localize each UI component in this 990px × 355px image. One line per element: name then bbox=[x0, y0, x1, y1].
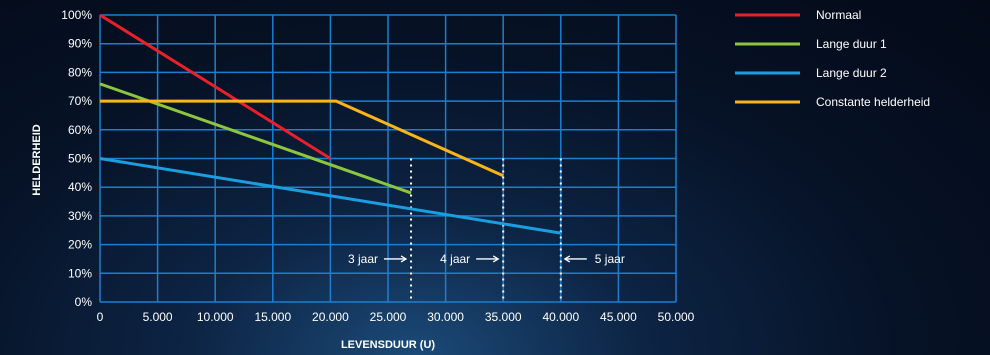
y-tick-label: 80% bbox=[68, 65, 92, 79]
x-tick-label: 20.000 bbox=[312, 310, 349, 324]
x-tick-label: 30.000 bbox=[427, 310, 464, 324]
annotation-label: 3 jaar bbox=[348, 252, 378, 266]
y-tick-label: 100% bbox=[61, 8, 92, 22]
annotation-1: 4 jaar bbox=[440, 252, 500, 266]
x-tick-labels: 0 5.000 10.000 15.000 20.000 25.000 30.000 35.0… bbox=[97, 310, 695, 324]
y-tick-label: 40% bbox=[68, 180, 92, 194]
x-tick-label: 15.000 bbox=[254, 310, 291, 324]
x-tick-label: 5.000 bbox=[143, 310, 173, 324]
y-axis-title: HELDERHEID bbox=[31, 124, 43, 196]
grid bbox=[99, 14, 677, 303]
legend-label: Lange duur 2 bbox=[816, 66, 887, 80]
legend-item: Lange duur 2 bbox=[735, 66, 887, 80]
arrow-right-head-icon bbox=[400, 255, 408, 263]
y-tick-label: 50% bbox=[68, 152, 92, 166]
legend-label: Constante helderheid bbox=[816, 95, 930, 109]
legend-item: Constante helderheid bbox=[735, 95, 930, 109]
legend-item: Normaal bbox=[735, 8, 861, 22]
x-tick-label: 45.000 bbox=[600, 310, 637, 324]
x-tick-label: 0 bbox=[97, 310, 104, 324]
x-tick-label: 35.000 bbox=[485, 310, 522, 324]
x-axis-title: LEVENSDUUR (U) bbox=[341, 339, 435, 351]
annotation-2: 5 jaar bbox=[563, 252, 625, 266]
annotation-0: 3 jaar bbox=[348, 252, 408, 266]
series-line-2 bbox=[99, 157, 562, 235]
series-line-0 bbox=[99, 13, 332, 160]
legend-label: Lange duur 1 bbox=[816, 37, 887, 51]
series-line-3 bbox=[100, 99, 504, 178]
x-tick-label: 50.000 bbox=[658, 310, 695, 324]
annotation-label: 4 jaar bbox=[440, 252, 470, 266]
x-tick-label: 10.000 bbox=[197, 310, 234, 324]
legend-item: Lange duur 1 bbox=[735, 37, 887, 51]
legend: Normaal Lange duur 1 Lange duur 2 Constante… bbox=[735, 8, 930, 109]
x-tick-label: 40.000 bbox=[542, 310, 579, 324]
legend-label: Normaal bbox=[816, 8, 861, 22]
y-tick-label: 20% bbox=[68, 238, 92, 252]
annotations: 3 jaar 4 jaar 5 jaar bbox=[348, 252, 625, 266]
y-tick-label: 0% bbox=[75, 295, 93, 309]
y-tick-labels: 0% 10% 20% 30% 40% 50% 60% 70% 80% 90% 100% bbox=[61, 8, 92, 309]
y-tick-label: 10% bbox=[68, 266, 92, 280]
y-tick-label: 30% bbox=[68, 209, 92, 223]
x-tick-label: 25.000 bbox=[370, 310, 407, 324]
y-tick-label: 60% bbox=[68, 123, 92, 137]
y-tick-label: 90% bbox=[68, 37, 92, 51]
arrow-right-head-icon bbox=[492, 255, 500, 263]
arrow-left-head-icon bbox=[563, 255, 571, 263]
series-lines bbox=[99, 13, 562, 235]
annotation-label: 5 jaar bbox=[595, 252, 625, 266]
y-tick-label: 70% bbox=[68, 94, 92, 108]
